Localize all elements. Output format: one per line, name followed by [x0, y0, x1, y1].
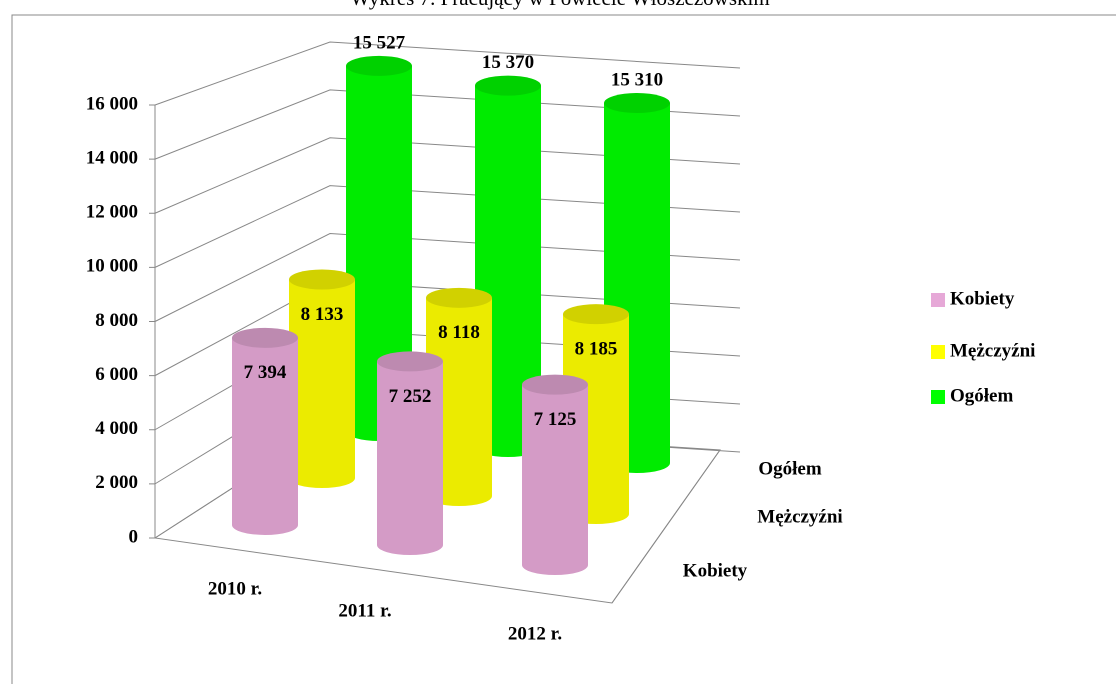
cylinder-top	[475, 75, 541, 96]
chart-title: Wykres 7. Pracujący w Powiecie Włoszczow…	[350, 0, 769, 10]
cylinder	[377, 351, 443, 555]
grid-line	[154, 41, 741, 106]
depth-label: Mężczyźni	[757, 506, 842, 527]
data-label: 8 133	[301, 304, 344, 325]
data-label: 7 125	[534, 409, 577, 430]
data-label: 7 394	[244, 362, 287, 383]
cylinder	[346, 55, 412, 441]
grid-line	[154, 137, 741, 214]
chart-frame	[11, 14, 1116, 684]
legend-swatch	[931, 345, 945, 359]
data-label: 15 370	[482, 52, 534, 73]
cylinder	[232, 327, 298, 535]
cylinder-body	[522, 384, 588, 575]
cylinder-top	[232, 327, 298, 348]
cylinder-top	[426, 287, 492, 308]
legend-label: Mężczyźni	[950, 340, 1035, 361]
cylinder-top	[377, 351, 443, 372]
cylinder-top	[563, 304, 629, 325]
cylinder-body	[232, 337, 298, 535]
y-tick-label: 0	[129, 526, 139, 547]
data-label: 8 185	[575, 339, 618, 360]
y-tick-label: 16 000	[86, 93, 138, 114]
data-label: 15 527	[353, 32, 406, 53]
legend-label: Kobiety	[950, 288, 1015, 309]
x-tick-label: 2012 r.	[508, 623, 562, 644]
depth-label: Kobiety	[683, 560, 748, 581]
y-tick-label: 10 000	[86, 256, 138, 277]
data-label: 7 252	[389, 386, 432, 407]
legend-swatch	[931, 390, 945, 404]
data-label: 8 118	[438, 322, 480, 343]
x-tick-label: 2010 r.	[208, 578, 262, 599]
grid-line	[154, 232, 741, 322]
cylinder	[289, 269, 355, 488]
cylinder-body	[377, 361, 443, 555]
y-tick-label: 14 000	[86, 147, 138, 168]
cylinder-top	[604, 93, 670, 114]
y-tick-label: 8 000	[95, 310, 138, 331]
cylinder-top	[289, 269, 355, 290]
legend-label: Ogółem	[950, 385, 1013, 406]
grid-line	[154, 89, 741, 160]
data-label: 15 310	[611, 69, 663, 90]
y-tick-label: 6 000	[95, 364, 138, 385]
y-tick-label: 2 000	[95, 472, 138, 493]
depth-label: Ogółem	[758, 458, 821, 479]
y-tick-label: 4 000	[95, 418, 138, 439]
cylinder-body	[289, 279, 355, 488]
cylinder-top	[346, 55, 412, 76]
cylinder	[522, 374, 588, 575]
legend-swatch	[931, 293, 945, 307]
depth-axis	[611, 449, 721, 604]
cylinder-top	[522, 374, 588, 395]
grid-line	[154, 185, 741, 268]
cylinder-body	[346, 65, 412, 441]
x-tick-label: 2011 r.	[338, 600, 391, 621]
y-tick-label: 12 000	[86, 202, 138, 223]
